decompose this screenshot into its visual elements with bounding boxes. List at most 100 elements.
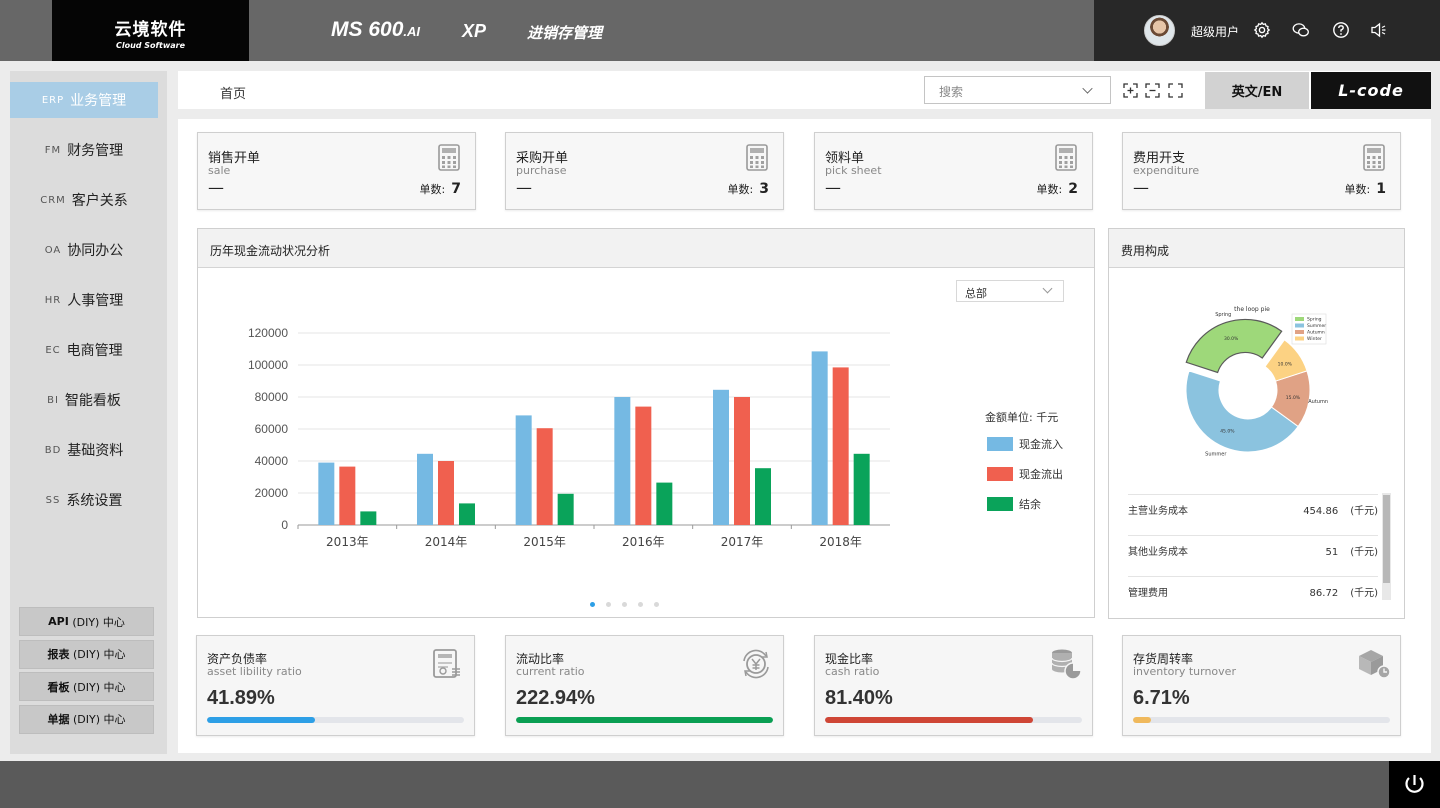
card-count-label: 单数: (419, 183, 446, 196)
diy-suffix: (DIY) 中心 (72, 648, 126, 661)
ratio-card[interactable]: 资产负债率 asset libility ratio 41.89% (196, 635, 475, 736)
bar-现金流入[interactable] (614, 397, 631, 525)
branch-select-value: 总部 (965, 287, 987, 300)
bar-结余[interactable] (459, 503, 475, 525)
chevron-down-icon (1082, 83, 1093, 94)
module-title: 进销存管理 (527, 24, 603, 42)
diy-suffix: (DIY) 中心 (72, 680, 126, 694)
ratio-title: 资产负债率 (207, 652, 268, 666)
carousel-dot[interactable] (622, 602, 627, 607)
bar-现金流入[interactable] (318, 462, 335, 525)
ratio-title: 存货周转率 (1133, 652, 1194, 666)
pie-legend-swatch (1295, 330, 1304, 334)
row-divider (1128, 576, 1378, 577)
expense-label: 管理费用 (1128, 588, 1168, 599)
bar-现金流入[interactable] (515, 415, 532, 525)
bar-现金流出[interactable] (832, 367, 849, 525)
bar-现金流入[interactable] (417, 453, 433, 525)
search-input[interactable]: 搜索 (924, 76, 1111, 104)
legend-item[interactable]: 现金流出 (987, 466, 1063, 482)
bar-现金流入[interactable] (713, 389, 729, 525)
bar-现金流出[interactable] (339, 466, 356, 525)
bar-结余[interactable] (853, 453, 870, 525)
zoom-in-icon[interactable] (1123, 83, 1138, 98)
diy-center-button[interactable]: 单据 (DIY) 中心 (19, 704, 154, 734)
expense-scrollbar[interactable] (1382, 493, 1391, 600)
ratio-value: 6.71% (1133, 687, 1190, 709)
sidebar-item-label: 客户关系 (71, 193, 128, 209)
branch-select[interactable]: 总部 (956, 280, 1064, 302)
carousel-dot[interactable] (654, 602, 659, 607)
expense-value: 86.72 (千元) (1298, 584, 1378, 599)
power-icon (1405, 775, 1424, 793)
sidebar-item-oa[interactable]: OA 协同办公 (10, 232, 158, 268)
pie-slice-summer[interactable] (1185, 370, 1299, 453)
carousel-dot-active[interactable] (590, 602, 595, 607)
settings-icon[interactable] (1253, 21, 1271, 39)
avatar[interactable] (1144, 15, 1175, 46)
ratio-value: 41.89% (207, 687, 275, 709)
zoom-out-icon[interactable] (1145, 83, 1160, 98)
sidebar-item-bi[interactable]: BI 智能看板 (10, 382, 158, 418)
pie-legend-swatch (1295, 317, 1304, 321)
legend-item[interactable]: 现金流入 (987, 436, 1063, 452)
ratio-card[interactable]: 存货周转率 inventory turnover 6.71% (1122, 635, 1401, 736)
sidebar-item-erp[interactable]: ERP 业务管理 (10, 82, 158, 118)
bar-现金流出[interactable] (635, 406, 652, 525)
sidebar-item-ec[interactable]: EC 电商管理 (10, 332, 158, 368)
bar-结余[interactable] (656, 482, 673, 525)
expense-row[interactable]: 管理费用 86.72 (千元) (1128, 584, 1378, 599)
wechat-icon[interactable] (1292, 21, 1310, 39)
sidebar-item-crm[interactable]: CRM 客户关系 (10, 182, 158, 218)
x-tick-label: 2013年 (326, 535, 369, 549)
scrollbar-thumb[interactable] (1383, 495, 1390, 583)
username[interactable]: 超级用户 (1191, 25, 1240, 39)
diy-center-button[interactable]: API (DIY) 中心 (19, 607, 154, 636)
stat-card[interactable]: 采购开单 purchase — 单数: 3 (505, 132, 784, 210)
expense-row[interactable]: 其他业务成本 51 (千元) (1128, 543, 1378, 558)
stat-card[interactable]: 领料单 pick sheet — 单数: 2 (814, 132, 1093, 210)
ratio-card[interactable]: 现金比率 cash ratio 81.40% (814, 635, 1093, 736)
sidebar-item-abbr: OA (44, 244, 62, 256)
diy-center-button[interactable]: 看板 (DIY) 中心 (19, 672, 154, 701)
bar-现金流出[interactable] (734, 397, 750, 525)
ratio-card[interactable]: 流动比率 current ratio 222.94% (505, 635, 784, 736)
power-button[interactable] (1389, 761, 1440, 808)
bar-结余[interactable] (557, 493, 574, 525)
pie-slice-autumn[interactable] (1270, 370, 1311, 428)
ratio-value: 81.40% (825, 687, 893, 709)
diy-center-button[interactable]: 报表 (DIY) 中心 (19, 639, 154, 669)
breadcrumb[interactable]: 首页 (220, 87, 247, 102)
bar-现金流出[interactable] (536, 428, 553, 525)
sidebar-item-hr[interactable]: HR 人事管理 (10, 282, 158, 318)
pie-legend-swatch (1295, 323, 1304, 328)
sidebar-item-ss[interactable]: SS 系统设置 (10, 482, 158, 518)
carousel-dot[interactable] (606, 602, 611, 607)
search-placeholder: 搜索 (939, 85, 964, 99)
bar-现金流入[interactable] (811, 351, 828, 525)
y-tick-label: 80000 (255, 390, 289, 404)
bar-现金流出[interactable] (438, 461, 454, 525)
bar-结余[interactable] (360, 511, 377, 525)
sidebar-item-bd[interactable]: BD 基础资料 (10, 432, 158, 468)
language-toggle-button[interactable]: 英文/EN (1205, 72, 1309, 109)
stat-card[interactable]: 销售开单 sale — 单数: 7 (197, 132, 476, 210)
sidebar-item-fm[interactable]: FM 财务管理 (10, 132, 158, 168)
card-title: 费用开支 (1133, 151, 1186, 166)
ratio-progress-track (1133, 717, 1390, 723)
sidebar-item-label: 协同办公 (67, 243, 124, 259)
pie-slice-spring[interactable] (1185, 318, 1283, 374)
sound-icon[interactable] (1370, 21, 1388, 39)
carousel-dot[interactable] (638, 602, 643, 607)
row-divider (1128, 535, 1378, 536)
fullscreen-icon[interactable] (1168, 83, 1183, 98)
lcode-button[interactable]: L-code (1311, 72, 1431, 109)
logo[interactable]: 云境软件 Cloud Software (52, 0, 249, 61)
stat-card[interactable]: 费用开支 expenditure — 单数: 1 (1122, 132, 1401, 210)
legend-item[interactable]: 结余 (987, 496, 1041, 512)
bar-结余[interactable] (755, 468, 771, 525)
pie-category-label: Autumn (1308, 399, 1328, 405)
expense-row[interactable]: 主营业务成本 454.86 (千元) (1128, 502, 1378, 517)
help-icon[interactable] (1332, 21, 1350, 39)
pie-slice-winter[interactable] (1264, 339, 1308, 382)
